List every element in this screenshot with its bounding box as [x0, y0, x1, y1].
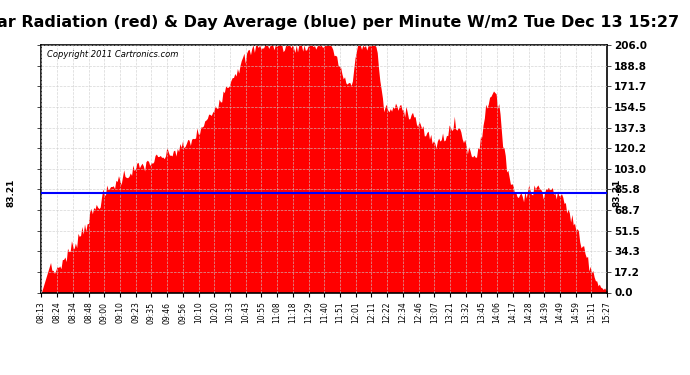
- Text: 83.21: 83.21: [7, 178, 16, 207]
- Text: Copyright 2011 Cartronics.com: Copyright 2011 Cartronics.com: [47, 50, 179, 59]
- Text: Solar Radiation (red) & Day Average (blue) per Minute W/m2 Tue Dec 13 15:27: Solar Radiation (red) & Day Average (blu…: [0, 15, 680, 30]
- Text: 83.21: 83.21: [613, 178, 622, 207]
